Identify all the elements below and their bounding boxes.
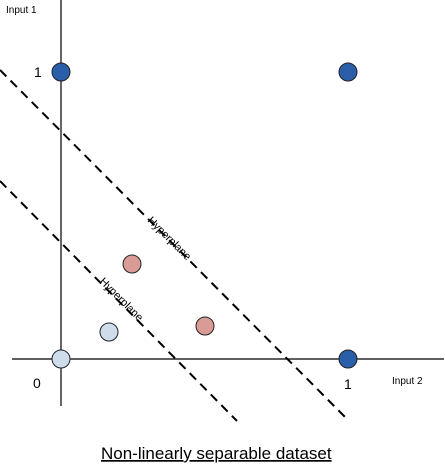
- point-light-inner: [99, 322, 119, 342]
- point-dark-top-left: [51, 62, 71, 82]
- hyperplane-lower-label: Hyperplane: [97, 276, 145, 324]
- point-red-lower: [195, 316, 215, 336]
- y-tick-label: 1: [34, 64, 42, 80]
- point-light-origin: [51, 349, 71, 369]
- diagram-title: Non-linearly separable dataset: [101, 444, 332, 463]
- point-dark-top-right: [338, 62, 358, 82]
- x-tick-label: 1: [344, 376, 352, 392]
- x-axis-title: Input 2: [392, 376, 423, 387]
- point-red-upper: [122, 254, 142, 274]
- origin-label: 0: [33, 375, 41, 391]
- y-axis-title: Input 1: [6, 5, 37, 16]
- point-dark-bottom-right: [338, 349, 358, 369]
- hyperplane-upper-line: [0, 69, 350, 422]
- hyperplane-lower-line: [0, 180, 238, 422]
- hyperplane-upper-label: Hyperplane: [145, 215, 193, 263]
